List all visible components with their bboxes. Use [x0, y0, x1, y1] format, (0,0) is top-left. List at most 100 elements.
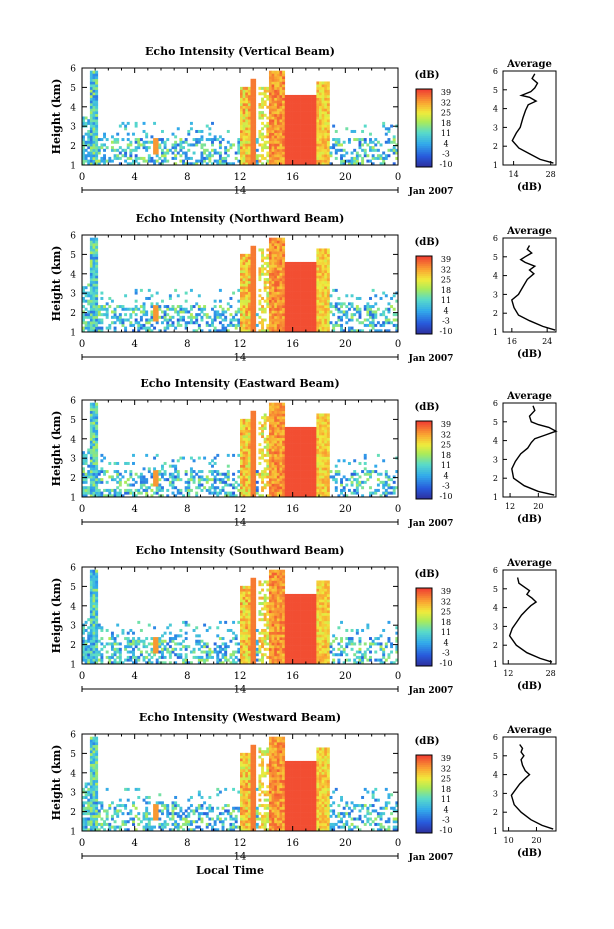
heatmap-cell [276, 127, 280, 131]
heatmap-cell [253, 310, 257, 314]
heatmap-cell [311, 129, 315, 133]
heatmap-cell [321, 483, 325, 487]
heatmap-cell [282, 76, 286, 80]
heatmap-cell [361, 321, 365, 325]
heatmap-cell [118, 146, 122, 150]
colorbar-swatch [416, 463, 432, 467]
colorbar-swatch [416, 440, 432, 443]
heatmap-cell [200, 129, 204, 133]
heatmap-cell [329, 302, 333, 306]
heatmap-cell [287, 121, 291, 125]
heatmap-cell [321, 305, 325, 309]
heatmap-cell [247, 294, 251, 298]
heatmap-cell [292, 443, 296, 447]
heatmap-cell [240, 307, 243, 311]
heatmap-cell [287, 275, 291, 279]
heatmap-cell [250, 461, 254, 465]
heatmap-cell [261, 132, 264, 136]
heatmap-cell [250, 162, 254, 166]
heatmap-cell [279, 243, 283, 247]
heatmap-cell [361, 480, 365, 484]
heatmap-cell [279, 302, 283, 306]
heatmap-cell [308, 437, 312, 441]
heatmap-cell [290, 310, 293, 314]
heatmap-cell [319, 307, 322, 311]
heatmap-cell [292, 143, 296, 147]
heatmap-cell [242, 296, 246, 300]
heatmap-cell [321, 143, 325, 147]
heatmap-cell [245, 275, 249, 279]
heatmap-cell [268, 480, 272, 484]
heatmap-cell [392, 307, 396, 311]
heatmap-cell [242, 299, 246, 303]
heatmap-cell [276, 329, 280, 333]
heatmap-cell [92, 256, 96, 260]
heatmap-cell [232, 143, 236, 147]
heatmap-cell [211, 318, 214, 322]
heatmap-cell [295, 296, 299, 300]
heatmap-cell [184, 326, 188, 330]
heatmap-cell [271, 264, 275, 268]
heatmap-cell [311, 272, 315, 276]
heatmap-cell [89, 432, 93, 436]
heatmap-cell [279, 437, 283, 441]
heatmap-cell [208, 154, 212, 158]
heatmap-cell [179, 491, 183, 495]
heatmap-cell [100, 143, 104, 147]
heatmap-cell [313, 278, 317, 282]
heatmap-cell [203, 159, 207, 163]
heatmap-cell [297, 315, 301, 319]
heatmap-cell [250, 456, 254, 460]
heatmap-cell [363, 453, 367, 457]
heatmap-cell [89, 410, 93, 414]
heatmap-cell [321, 105, 325, 109]
heatmap-cell [379, 143, 383, 147]
heatmap-cell [166, 488, 170, 492]
heatmap-cell [326, 84, 330, 88]
heatmap-cell [258, 275, 262, 279]
heatmap-cell [92, 437, 96, 441]
heatmap-cell [92, 486, 96, 490]
heatmap-cell [153, 472, 157, 476]
heatmap-cell [300, 313, 304, 317]
heatmap-cell [218, 162, 222, 166]
heatmap-cell [213, 305, 217, 309]
colorbar-swatch [416, 118, 432, 121]
heatmap-cell [392, 151, 396, 155]
heatmap-cell [297, 267, 301, 271]
heatmap-cell [358, 321, 362, 325]
heatmap-cell [284, 121, 288, 125]
heatmap-cell [290, 470, 293, 474]
heatmap-cell [297, 329, 301, 333]
heatmap-cell [329, 305, 333, 309]
heatmap-cell [137, 138, 141, 142]
heatmap-cell [253, 437, 257, 441]
heatmap-cell [326, 480, 330, 484]
heatmap-cell [292, 286, 296, 290]
heatmap-cell [311, 315, 315, 319]
heatmap-cell [345, 494, 349, 498]
heatmap-cell [245, 146, 249, 150]
heatmap-cell [92, 413, 96, 417]
heatmap-cell [300, 116, 304, 120]
heatmap-cell [92, 78, 96, 82]
heatmap-cell [271, 240, 275, 244]
heatmap-cell [308, 270, 312, 274]
heatmap-cell [247, 113, 251, 117]
heatmap-cell [121, 121, 125, 125]
heatmap-cell [97, 491, 101, 495]
heatmap-cell [303, 318, 307, 322]
heatmap-cell [200, 478, 204, 482]
heatmap-cell [290, 475, 293, 479]
heatmap-cell [224, 491, 228, 495]
heatmap-cell [326, 278, 330, 282]
heatmap-cell [271, 416, 275, 420]
heatmap-cell [274, 97, 278, 101]
heatmap-cell [92, 461, 96, 465]
heatmap-cell [287, 302, 291, 306]
heatmap-cell [139, 475, 143, 479]
heatmap-cell [276, 483, 280, 487]
heatmap-cell [232, 315, 236, 319]
heatmap-cell [211, 307, 214, 311]
heatmap-cell [392, 318, 396, 322]
